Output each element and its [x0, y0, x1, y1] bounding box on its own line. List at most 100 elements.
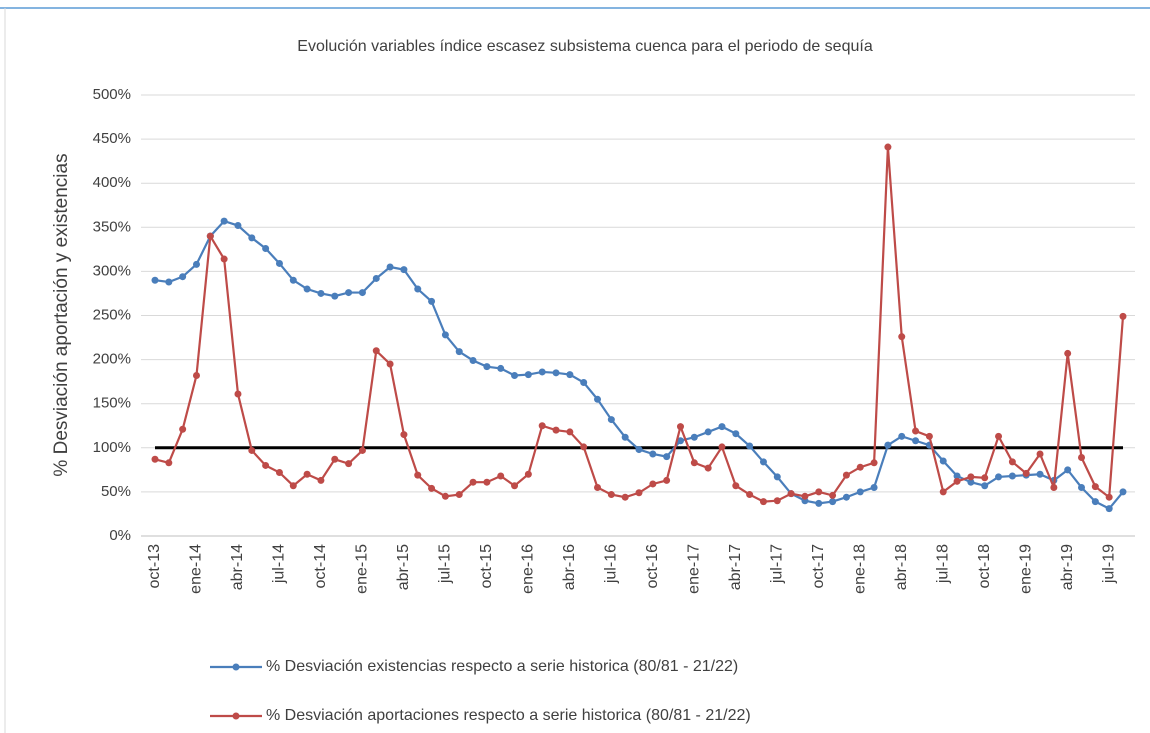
data-point: [690, 459, 698, 467]
data-point: [428, 484, 436, 492]
x-tick-label: ene-14: [188, 544, 205, 594]
data-point: [262, 461, 270, 469]
data-point: [345, 460, 353, 468]
data-point: [524, 371, 532, 379]
x-tick-label: abr-18: [893, 544, 910, 590]
data-point: [773, 497, 781, 505]
y-tick-label: 200%: [93, 351, 131, 368]
data-point: [234, 222, 242, 230]
data-point: [912, 427, 920, 435]
x-tick-label: ene-16: [520, 544, 537, 594]
chart-title: Evolución variables índice escasez subsi…: [297, 38, 873, 55]
x-tick-label: oct-14: [312, 544, 329, 589]
data-point: [289, 276, 297, 284]
data-point: [953, 477, 961, 485]
data-point: [220, 255, 228, 263]
data-point: [787, 490, 795, 498]
data-point: [400, 431, 408, 439]
data-point: [1036, 470, 1044, 478]
data-point: [358, 289, 366, 297]
data-point: [248, 446, 256, 454]
data-point: [386, 360, 394, 368]
y-tick-label: 250%: [93, 306, 131, 323]
x-tick-label: ene-18: [851, 544, 868, 594]
data-point: [718, 423, 726, 431]
data-point: [704, 428, 712, 436]
data-point: [635, 446, 643, 454]
data-point: [856, 488, 864, 496]
data-point: [483, 363, 491, 371]
data-point: [455, 491, 463, 499]
data-point: [870, 459, 878, 467]
data-point: [746, 442, 754, 450]
x-tick-label: jul-18: [934, 544, 951, 584]
data-point: [414, 285, 422, 293]
data-point: [552, 369, 560, 377]
data-point: [621, 493, 629, 501]
data-point: [580, 443, 588, 451]
data-point: [1050, 483, 1058, 491]
data-point: [676, 423, 684, 431]
data-point: [594, 483, 602, 491]
data-point: [165, 459, 173, 467]
x-tick-label: oct-17: [810, 544, 827, 589]
data-point: [414, 471, 422, 479]
data-point: [607, 416, 615, 424]
x-tick-label: jul-16: [603, 544, 620, 584]
data-point: [1078, 454, 1086, 462]
data-point: [538, 422, 546, 430]
x-tick-label: abr-17: [727, 544, 744, 590]
data-point: [275, 468, 283, 476]
data-point: [746, 491, 754, 499]
data-point: [690, 433, 698, 441]
data-point: [192, 371, 200, 379]
x-tick-label: jul-19: [1100, 544, 1117, 584]
data-point: [801, 492, 809, 500]
data-point: [663, 453, 671, 461]
data-point: [1119, 488, 1127, 496]
data-point: [220, 217, 228, 225]
data-point: [234, 390, 242, 398]
data-point: [275, 259, 283, 267]
y-tick-label: 150%: [93, 395, 131, 412]
data-point: [372, 274, 380, 282]
data-point: [939, 457, 947, 465]
data-point: [732, 482, 740, 490]
data-point: [842, 493, 850, 501]
data-point: [1091, 483, 1099, 491]
data-point: [759, 498, 767, 506]
data-point: [165, 278, 173, 286]
data-point: [483, 478, 491, 486]
data-point: [179, 425, 187, 433]
legend-label: % Desviación aportaciones respecto a ser…: [266, 707, 751, 724]
data-point: [151, 455, 159, 463]
data-point: [884, 143, 892, 151]
data-point: [511, 482, 519, 490]
y-axis-label: % Desviación aportación y existencias: [51, 153, 72, 476]
x-tick-label: ene-15: [354, 544, 371, 594]
data-point: [773, 473, 781, 481]
data-point: [469, 356, 477, 364]
legend-marker: [232, 663, 240, 671]
x-tick-label: oct-16: [644, 544, 661, 589]
y-tick-label: 500%: [93, 86, 131, 103]
data-point: [594, 395, 602, 403]
data-point: [676, 437, 684, 445]
data-point: [1022, 469, 1030, 477]
x-tick-label: jul-15: [437, 544, 454, 584]
data-point: [331, 292, 339, 300]
data-point: [649, 450, 657, 458]
y-tick-label: 300%: [93, 262, 131, 279]
data-point: [621, 433, 629, 441]
x-tick-label: jul-14: [271, 544, 288, 584]
data-point: [1091, 498, 1099, 506]
data-point: [884, 441, 892, 449]
data-point: [1105, 493, 1113, 501]
data-point: [331, 455, 339, 463]
data-point: [317, 476, 325, 484]
data-point: [995, 473, 1003, 481]
data-point: [262, 244, 270, 252]
data-point: [511, 371, 519, 379]
data-point: [303, 470, 311, 478]
